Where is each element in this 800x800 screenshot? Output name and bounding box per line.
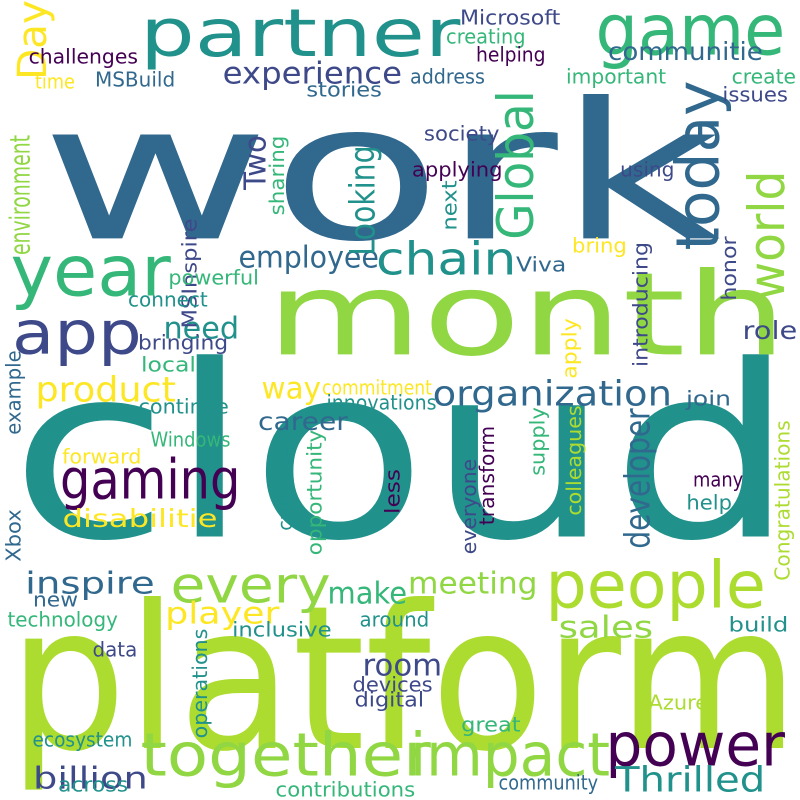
word-creating: creating [446, 24, 526, 49]
word-need: need [162, 310, 239, 346]
word-forward: forward [62, 444, 142, 469]
word-people: people [544, 547, 766, 624]
word-bringing: bringing [137, 330, 229, 355]
word-employee: employee [237, 239, 379, 275]
word-disabilitie: disabilitie [62, 502, 217, 533]
word-stories: stories [305, 77, 382, 102]
word-make: make [327, 575, 407, 611]
word-environment: environment [5, 134, 38, 256]
word-customers: customers [273, 429, 298, 531]
word-platform: platform [7, 564, 799, 796]
word-microsoft: Microsoft [459, 5, 561, 30]
word-sales: sales [558, 609, 653, 645]
word-helping: helping [476, 42, 546, 67]
word-azure: Azure [648, 690, 708, 715]
word-billion: billion [33, 760, 148, 796]
word-across: across [57, 772, 129, 797]
word-year: year [10, 229, 171, 312]
word-way: way [261, 370, 321, 406]
word-xbox: Xbox [1, 508, 26, 562]
word-organization: organization [432, 373, 672, 415]
word-important: important [565, 64, 667, 89]
word-app: app [11, 297, 142, 369]
word-product: product [34, 369, 176, 411]
word-next: next [437, 179, 462, 231]
word-honor: honor [717, 236, 742, 301]
word-transform: transform [475, 425, 500, 525]
word-impact: impact [409, 720, 611, 790]
word-month: month [265, 248, 787, 382]
word-help: help [685, 490, 732, 515]
word-congratulations: Congratulations [770, 419, 795, 581]
word-work: work [40, 62, 720, 284]
word-connect: connect [128, 287, 208, 312]
word-opportunity: opportunity [302, 429, 327, 556]
word-role: role [742, 314, 797, 345]
word-contributions: contributions [275, 777, 415, 800]
word-society: society [423, 121, 500, 146]
word-developer: developer [617, 407, 658, 549]
word-challenges: challenges [28, 44, 138, 69]
word-innovations: innovations [326, 390, 436, 415]
word-viva: Viva [515, 252, 567, 277]
word-commitment: commitment [322, 375, 432, 400]
word-game: game [594, 0, 785, 71]
word-today: today [662, 80, 734, 250]
word-example: example [1, 350, 26, 435]
word-powerful: powerful [167, 265, 259, 290]
word-colleagues: colleagues [562, 404, 587, 516]
word-devices: devices [351, 672, 433, 697]
word-continue: continue [137, 394, 229, 419]
word-cloud: cloud [9, 313, 796, 594]
word-operations: operations [188, 628, 213, 738]
word-digital: digital [354, 687, 424, 712]
word-experience: experience [222, 55, 402, 91]
word-join: join [685, 386, 732, 411]
word-using: using [620, 157, 675, 182]
word-player: player [165, 595, 280, 631]
word-create: create [731, 64, 796, 89]
word-applying: applying [411, 157, 503, 182]
word-every: every [169, 555, 331, 615]
word-looking: Looking [342, 144, 383, 256]
word-power: power [605, 710, 785, 780]
word-gaming: gaming [60, 447, 241, 512]
word-time: time [35, 69, 75, 94]
word-data: data [92, 637, 137, 662]
word-introducing: introducing [628, 241, 653, 368]
word-msbuild: MSBuild [94, 67, 176, 92]
word-bring: bring [572, 233, 627, 258]
word-great: great [461, 712, 521, 737]
word-meeting: meeting [408, 565, 538, 601]
word-chain: chain [375, 233, 517, 286]
word-supply: supply [525, 406, 550, 476]
word-address: address [410, 64, 485, 89]
word-room: room [362, 647, 442, 683]
word-communitie: communitie [608, 35, 763, 66]
word-career: career [258, 405, 348, 436]
word-local: local [141, 352, 196, 377]
word-technology: technology [6, 607, 118, 632]
word-thrilled: Thrilled [614, 759, 766, 800]
word-windows: Windows [150, 427, 230, 452]
word-many: many [692, 467, 744, 492]
word-build: build [728, 612, 788, 637]
word-world: world [737, 170, 797, 300]
word-ecosystem: ecosystem [32, 727, 132, 752]
word-around: around [359, 607, 429, 632]
word-sharing: sharing [265, 135, 290, 215]
word-issues: issues [721, 82, 788, 107]
word-partner: partner [139, 0, 461, 72]
word-community: community [498, 770, 598, 795]
word-less: less [380, 468, 405, 515]
word-inspire: inspire [25, 565, 155, 601]
word-together: together [139, 720, 431, 790]
word-inclusive: inclusive [232, 617, 332, 642]
word-apply: apply [557, 317, 582, 379]
word-new: new [32, 587, 79, 612]
